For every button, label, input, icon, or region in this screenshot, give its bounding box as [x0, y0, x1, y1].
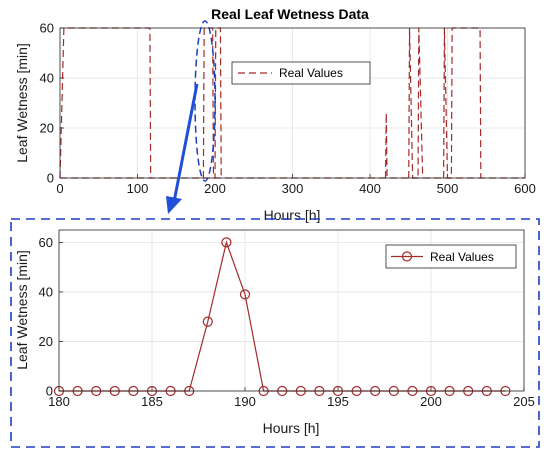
zoom-inset-frame: [10, 218, 540, 448]
axes-box: [59, 27, 526, 179]
x-tick-label: 300: [282, 181, 304, 196]
x-tick-label: 200: [204, 181, 226, 196]
x-tick-label: 0: [56, 181, 63, 196]
x-tick-label: 180: [48, 394, 70, 409]
x-tick-label: 205: [513, 394, 535, 409]
x-axis-label: Hours [h]: [264, 207, 321, 223]
y-tick-labels: 0 20 40 60: [40, 21, 54, 186]
overview-chart: Real Leaf Wetness Data 0 100 200 300 400 500 6…: [14, 6, 536, 223]
x-tick-label: 190: [234, 394, 256, 409]
data-point-marker: [239, 289, 251, 300]
x-tick-label: 200: [420, 394, 442, 409]
y-tick-label: 20: [40, 121, 54, 136]
data-point-marker: [221, 237, 232, 248]
zoom-arrow-icon: [166, 83, 199, 214]
y-tick-labels: 0 20 40 60: [39, 235, 53, 399]
legend-label: Real Values: [430, 250, 494, 264]
x-tick-label: 195: [327, 394, 349, 409]
y-tick-label: 60: [39, 235, 53, 250]
x-tick-labels: 180 185 190 195 200 205: [48, 394, 535, 409]
y-tick-label: 40: [40, 71, 54, 86]
axes-box: [58, 229, 525, 392]
y-tick-label: 60: [40, 21, 54, 36]
y-axis-label: Leaf Wetness [min]: [14, 43, 30, 163]
x-tick-label: 100: [127, 181, 149, 196]
x-axis-label: Hours [h]: [263, 420, 320, 436]
legend: Real Values: [231, 61, 371, 85]
legend: Real Values: [385, 244, 517, 269]
x-tick-labels: 0 100 200 300 400 500 600: [56, 181, 535, 196]
zoom-region-marker: [194, 20, 216, 182]
legend-marker: [401, 251, 413, 262]
x-tick-label: 185: [141, 394, 163, 409]
legend-label: Real Values: [279, 66, 343, 80]
legend-box: [231, 61, 371, 85]
x-tick-label: 500: [437, 181, 459, 196]
y-tick-label: 0: [46, 384, 53, 399]
legend-box: [385, 244, 517, 269]
zoomed-chart: 180 185 190 195 200 205 0 20 40 60 Hours [h] Lea…: [14, 229, 535, 436]
y-tick-label: 40: [39, 284, 53, 299]
y-axis-label: Leaf Wetness [min]: [14, 250, 30, 370]
x-tick-label: 600: [514, 181, 536, 196]
x-tick-label: 400: [359, 181, 381, 196]
data-point-marker: [202, 316, 213, 327]
y-tick-label: 20: [39, 334, 53, 349]
chart-title: Real Leaf Wetness Data: [211, 6, 369, 22]
y-tick-label: 0: [47, 171, 54, 186]
